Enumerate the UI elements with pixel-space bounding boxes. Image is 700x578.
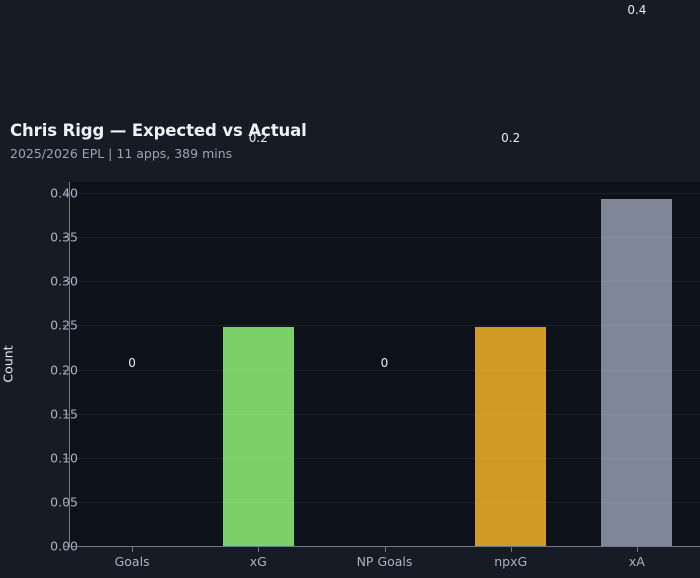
bar-value-label: 0.4 [627,3,647,18]
x-tick-mark [636,547,638,552]
bar-value-label: 0 [128,356,136,370]
x-tick-label-np-goals: NP Goals [356,554,413,569]
y-tick-mark [63,413,69,415]
y-tick-mark [63,325,69,327]
chart-subtitle: 2025/2026 EPL | 11 apps, 389 mins [10,146,233,161]
y-tick-mark [63,457,69,459]
bar[interactable] [222,327,294,546]
x-tick-label-xa: xA [628,554,645,569]
x-tick-label-npxg: npxG [494,554,528,569]
y-tick-mark [63,193,69,195]
bar[interactable] [475,327,547,546]
y-tick-mark [63,501,69,503]
gridline [69,193,700,195]
x-tick-mark [258,547,260,552]
bar[interactable] [601,199,673,546]
bar-value-label: 0.2 [501,131,521,146]
y-tick-mark [63,546,69,547]
x-tick-mark [132,547,134,552]
bar-value-label: 0 [380,356,389,370]
x-tick-label-xg: xG [249,554,267,569]
x-tick-mark [510,547,512,552]
y-tick-mark [63,369,69,371]
x-axis-spine [69,546,700,547]
x-tick-label-goals: Goals [114,554,150,569]
y-tick-mark [63,281,69,283]
y-tick-mark [63,237,69,239]
y-axis-label: Count [0,345,16,383]
y-axis-spine [69,182,70,547]
title-block: Chris Rigg — Expected vs Actual 2025/202… [10,121,307,161]
x-tick-mark [384,547,386,552]
page-title: Chris Rigg — Expected vs Actual [10,121,307,140]
bar-value-label: 0.2 [248,131,268,146]
